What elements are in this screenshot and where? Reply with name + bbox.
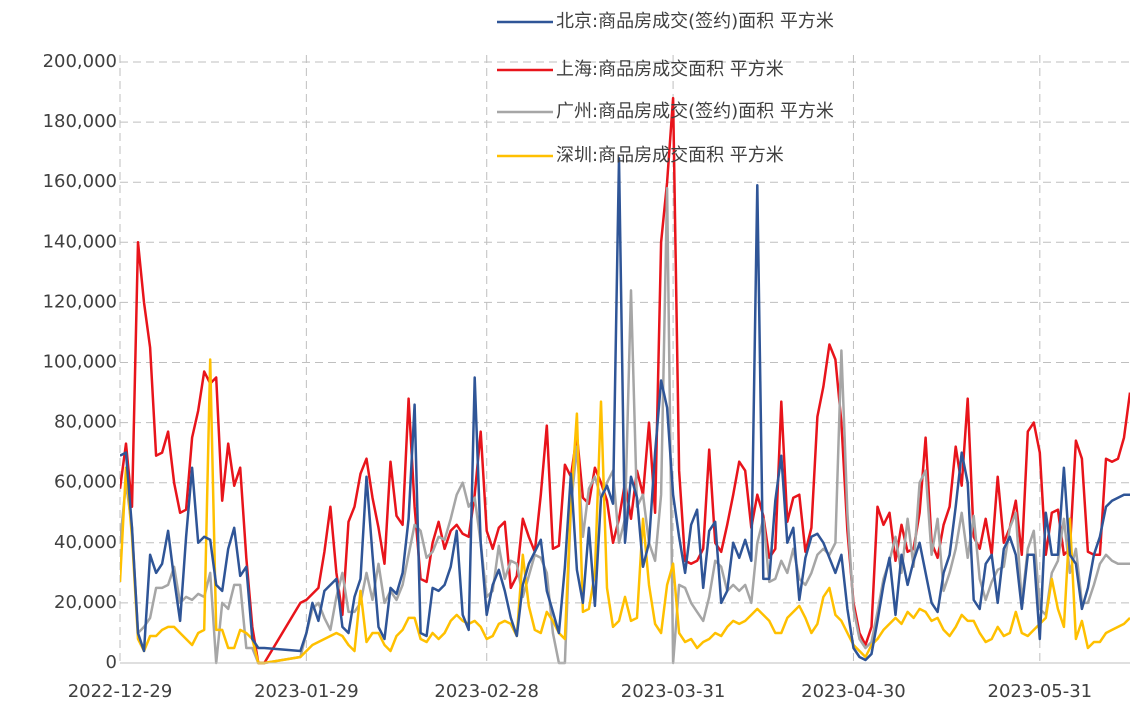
y-tick-label: 180,000	[43, 111, 117, 132]
y-tick-label: 200,000	[43, 51, 117, 72]
legend-label: 上海:商品房成交面积 平方米	[556, 59, 784, 80]
legend-label: 深圳:商品房成交面积 平方米	[556, 145, 784, 166]
x-tick-label: 2023-03-31	[621, 681, 726, 702]
y-tick-label: 0	[106, 652, 117, 673]
plot-area	[120, 96, 1130, 665]
y-tick-label: 60,000	[54, 472, 117, 493]
axes: 0 20,000 40,000 60,000 80,000 100,000 120,000 1…	[43, 51, 1130, 702]
y-tick-label: 100,000	[43, 352, 117, 373]
series-line	[120, 156, 1130, 662]
y-tick-label: 80,000	[54, 412, 117, 433]
series-line	[120, 96, 1130, 665]
x-tick-label: 2023-01-29	[254, 681, 359, 702]
grid	[119, 55, 1130, 663]
y-tick-label: 20,000	[54, 592, 117, 613]
x-tick-label: 2023-05-31	[988, 681, 1093, 702]
legend-label: 广州:商品房成交(签约)面积 平方米	[556, 101, 834, 122]
y-tick-label: 140,000	[43, 231, 117, 252]
series-line	[120, 358, 1130, 665]
x-tick-label: 2023-02-28	[434, 681, 539, 702]
x-tick-label: 2023-04-30	[801, 681, 906, 702]
x-tick-label: 2022-12-29	[68, 681, 173, 702]
y-tick-label: 120,000	[43, 291, 117, 312]
series-line	[120, 186, 1130, 665]
y-tick-label: 40,000	[54, 532, 117, 553]
y-tick-label: 160,000	[43, 171, 117, 192]
legend-label: 北京:商品房成交(签约)面积 平方米	[556, 11, 834, 32]
